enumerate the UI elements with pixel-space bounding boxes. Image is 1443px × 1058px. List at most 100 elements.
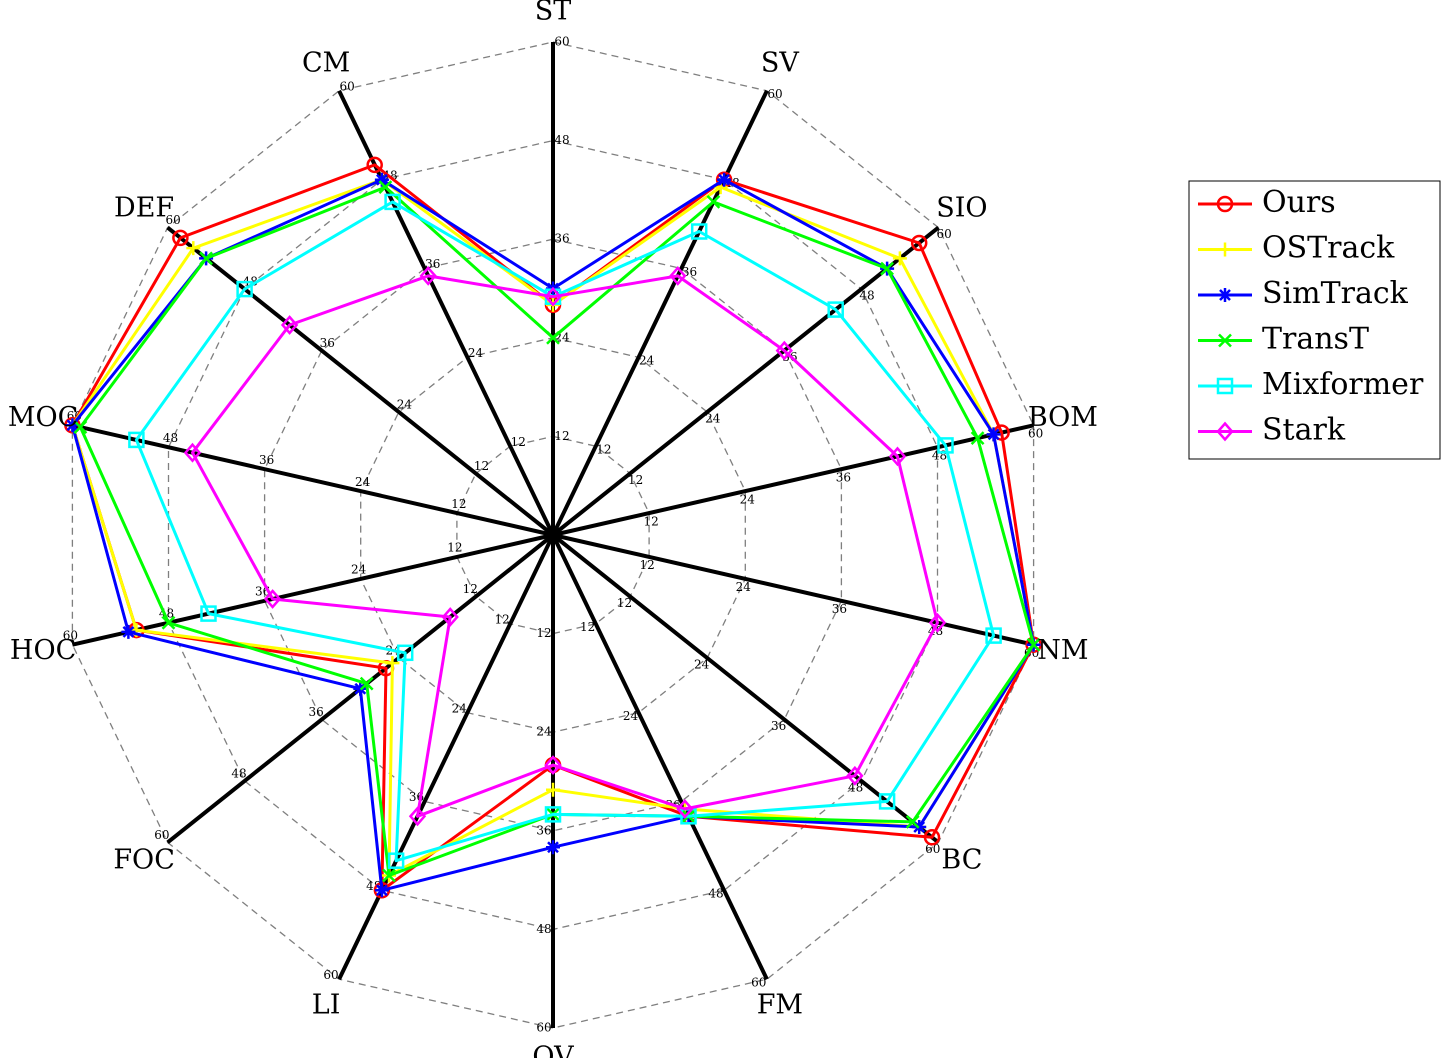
series-line-stark [191,274,939,818]
legend-label-ostrack: OSTrack [1262,231,1395,266]
point-mixformer-def [236,280,253,298]
point-ours-def [172,229,189,247]
point-ours-bc [923,829,941,846]
series-lines [64,156,1042,899]
point-simtrack-sv [717,172,732,187]
point-transt-cm [378,180,393,194]
legend-marker-ostrack [1218,242,1232,257]
tick-label-st-60: 60 [554,35,569,49]
axis-label-sio: SIO [936,192,987,223]
point-mixformer-ov [544,806,562,823]
point-ours-sio [910,234,928,252]
axis-label-sv: SV [761,47,799,78]
tick-label-def-12: 12 [474,459,489,473]
point-stark-cm [419,266,437,286]
point-simtrack-cm [374,172,389,187]
legend-marker-stark [1216,421,1234,442]
tick-label-moc-48: 48 [163,431,178,445]
tick-label-ov-36: 36 [536,823,551,837]
tick-label-st-36: 36 [554,232,569,246]
axis-label-foc: FOC [113,845,175,876]
tick-label-fm-24: 24 [623,709,639,723]
tick-label-def-36: 36 [320,336,335,350]
tick-label-bom-24: 24 [740,492,756,506]
legend-marker-ours [1216,195,1234,213]
legend-marker-mixformer [1216,377,1234,395]
tick-label-ov-12: 12 [536,626,551,640]
axis-label-ov: OV [532,1042,574,1058]
axis-spokes [71,42,1035,1028]
point-mixformer-bc [878,793,896,810]
axis-spoke-def [166,226,555,537]
axis-spoke-fm [551,534,769,981]
legend-box [1188,180,1441,460]
legend-marker-simtrack [1218,288,1232,302]
point-mixformer-li [387,852,405,869]
point-mixformer-bom [937,437,954,454]
tick-labels: 12 24 36 48 60 12 24 36 48 60 12 24 36 48 60 12 24 36 48 60… [63,35,1043,1035]
point-stark-sv [669,266,687,286]
tick-label-sv-60: 60 [767,87,782,101]
grid-ring-60 [71,41,1035,1029]
point-stark-nm [928,612,947,633]
axis-label-li: LI [312,990,341,1021]
tick-label-moc-24: 24 [355,475,371,489]
point-transt-bc [905,815,920,829]
axis-label-def: DEF [114,192,174,223]
axis-label-st: ST [535,0,572,27]
legend: Ours OSTrack SimTrack TransT Mixformer Stark [1188,180,1441,460]
point-transt-foc [359,676,374,691]
point-stark-foc [441,607,459,627]
tick-label-bc-36: 36 [771,719,786,733]
point-stark-def [280,315,299,335]
point-stark-bom [888,446,907,467]
axis-spoke-bc [551,533,940,844]
legend-marker-transt [1218,333,1232,348]
tick-label-nm-12: 12 [639,558,654,572]
legend-label-mixformer: Mixformer [1262,367,1424,402]
point-mixformer-nm [985,627,1002,644]
point-transt-def [199,251,213,266]
tick-label-ov-48: 48 [536,922,551,936]
legend-item-mixformer: Mixformer [1198,367,1424,402]
point-ostrack-ov [546,782,560,797]
point-stark-bc [846,765,864,786]
tick-label-st-48: 48 [554,133,569,147]
point-mixformer-cm [384,193,401,211]
grid-ring-12 [456,435,650,635]
point-transt-nm [1026,637,1041,652]
axis-spoke-hoc [71,533,554,647]
axis-label-moc: MOC [8,402,78,433]
tick-label-ov-60: 60 [536,1021,551,1035]
tick-label-fm-12: 12 [580,620,595,634]
tick-label-sv-12: 12 [596,443,611,457]
tick-label-li-12: 12 [494,612,509,626]
legend-label-ours: Ours [1262,185,1336,220]
tick-label-hoc-12: 12 [447,541,462,555]
point-stark-st [544,286,562,307]
legend-label-simtrack: SimTrack [1262,276,1409,311]
tick-label-foc-36: 36 [308,705,323,719]
legend-item-simtrack: SimTrack [1198,276,1409,311]
tick-label-def-60: 60 [166,213,181,227]
point-transt-hoc [161,615,176,630]
point-ostrack-foc [385,656,400,671]
axis-spoke-bom [552,423,1035,537]
point-mixformer-sv [690,223,708,240]
axis-label-nm: NM [1037,635,1088,666]
axis-label-bom: BOM [1028,402,1098,433]
tick-label-moc-36: 36 [259,453,274,467]
tick-label-ov-24: 24 [536,725,552,739]
point-simtrack-moc [65,418,80,433]
tick-label-cm-60: 60 [340,79,355,93]
axis-spoke-sio [551,226,940,537]
tick-label-li-24: 24 [452,701,468,715]
point-stark-fm [676,799,694,819]
tick-label-hoc-60: 60 [63,628,78,642]
tick-label-nm-24: 24 [736,580,752,594]
point-simtrack-ov [546,840,560,855]
tick-label-moc-12: 12 [451,497,466,511]
point-transt-sv [706,195,721,209]
tick-label-bc-24: 24 [694,658,710,672]
